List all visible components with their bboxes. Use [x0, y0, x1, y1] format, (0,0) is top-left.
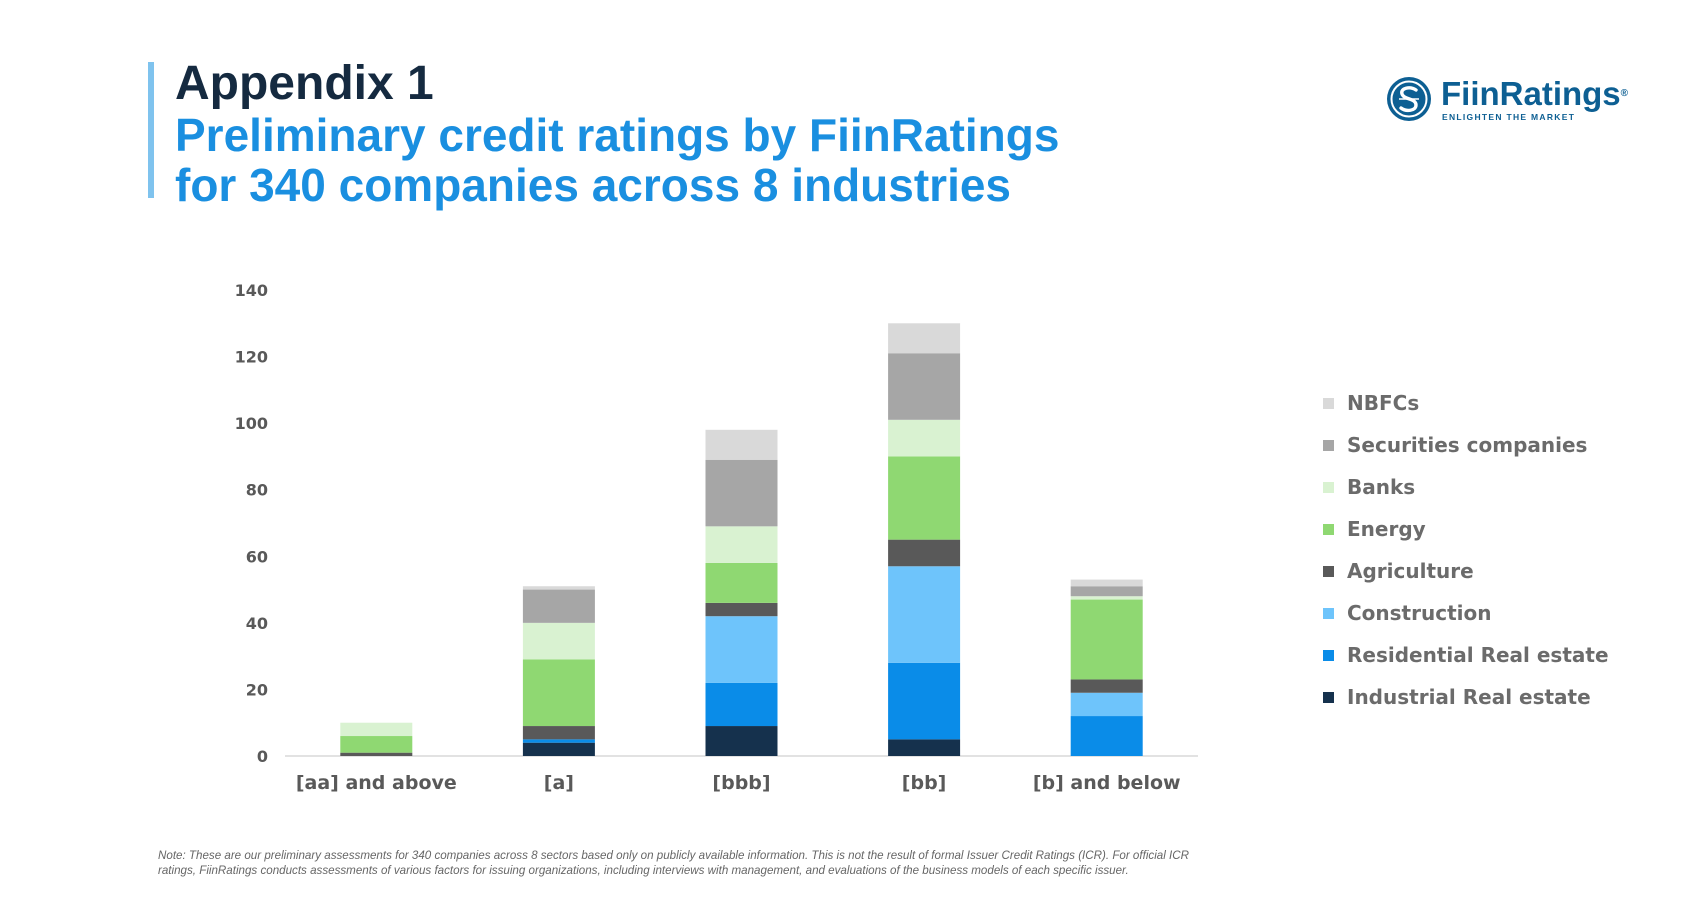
page-title: Appendix 1: [175, 57, 434, 110]
bar-segment: [522, 726, 595, 740]
bar-segment: [522, 622, 595, 660]
y-tick-label: 20: [246, 680, 268, 699]
bar-segment: [522, 742, 595, 756]
x-tick-label: [bbb]: [712, 772, 770, 794]
bar-segment: [705, 429, 778, 460]
bar-segment: [1070, 692, 1143, 717]
legend-swatch: [1323, 482, 1334, 493]
x-tick-label: [bb]: [902, 772, 947, 794]
legend-swatch: [1323, 398, 1334, 409]
legend-label: Industrial Real estate: [1347, 685, 1591, 709]
bar-segment: [1070, 579, 1143, 587]
legend-label: NBFCs: [1347, 391, 1419, 415]
y-tick-label: 140: [235, 281, 268, 300]
legend-swatch: [1323, 608, 1334, 619]
bar-segment: [522, 586, 595, 590]
bar-segment: [1070, 586, 1143, 597]
logo-wordmark: FiinRatings®: [1441, 75, 1629, 112]
y-tick-label: 40: [246, 614, 268, 633]
title-accent-bar: [148, 62, 154, 198]
bar-segment: [888, 323, 961, 354]
bar-segment: [522, 659, 595, 727]
logo-tagline: ENLIGHTEN THE MARKET: [1442, 112, 1576, 122]
bar-segment: [888, 539, 961, 567]
bar-segment: [888, 566, 961, 663]
bar-segment: [888, 662, 961, 740]
bar-segment: [340, 752, 413, 756]
x-tick-label: [b] and below: [1033, 772, 1181, 794]
bar-segment: [888, 456, 961, 540]
x-tick-label: [aa] and above: [296, 772, 457, 794]
subtitle-line-2: for 340 companies across 8 industries: [175, 159, 1012, 211]
legend-swatch: [1323, 566, 1334, 577]
legend-swatch: [1323, 524, 1334, 535]
legend-swatch: [1323, 692, 1334, 703]
bar-segment: [340, 736, 413, 753]
legend-label: Agriculture: [1347, 559, 1474, 583]
legend-label: Construction: [1347, 601, 1491, 625]
y-tick-label: 80: [246, 481, 268, 500]
y-tick-label: 60: [246, 547, 268, 566]
page-subtitle: Preliminary credit ratings by FiinRating…: [175, 110, 1059, 210]
footnote: Note: These are our preliminary assessme…: [158, 849, 1189, 877]
legend-label: Securities companies: [1347, 433, 1587, 457]
bar-segment: [705, 616, 778, 683]
bar-segment: [1070, 716, 1143, 756]
bar-segment: [705, 682, 778, 727]
y-tick-label: 120: [235, 348, 268, 367]
subtitle-line-1: Preliminary credit ratings by FiinRating…: [175, 109, 1060, 161]
bar-segment: [340, 722, 413, 737]
logo-emblem-icon: [1387, 77, 1431, 121]
y-tick-label: 0: [257, 747, 268, 766]
bar-segment: [705, 726, 778, 756]
fiinratings-logo: FiinRatings® ENLIGHTEN THE MARKET: [1386, 74, 1629, 126]
bar-segment: [705, 562, 778, 603]
legend-label: Banks: [1347, 475, 1415, 499]
bar-segment: [522, 589, 595, 623]
bar-segment: [1070, 596, 1143, 600]
bar-segment: [888, 353, 961, 420]
bar-segment: [522, 739, 595, 743]
x-tick-label: [a]: [544, 772, 574, 794]
y-tick-label: 100: [235, 414, 268, 433]
bar-segment: [1070, 679, 1143, 693]
bar-segment: [888, 739, 961, 756]
legend-swatch: [1323, 650, 1334, 661]
bar-segment: [888, 419, 961, 457]
bar-segment: [705, 602, 778, 617]
bar-segment: [705, 526, 778, 563]
bar-segment: [1070, 599, 1143, 680]
legend-label: Energy: [1347, 517, 1426, 541]
registered-mark: ®: [1620, 88, 1629, 99]
legend-label: Residential Real estate: [1347, 643, 1609, 667]
bar-segment: [705, 459, 778, 527]
legend-swatch: [1323, 440, 1334, 451]
